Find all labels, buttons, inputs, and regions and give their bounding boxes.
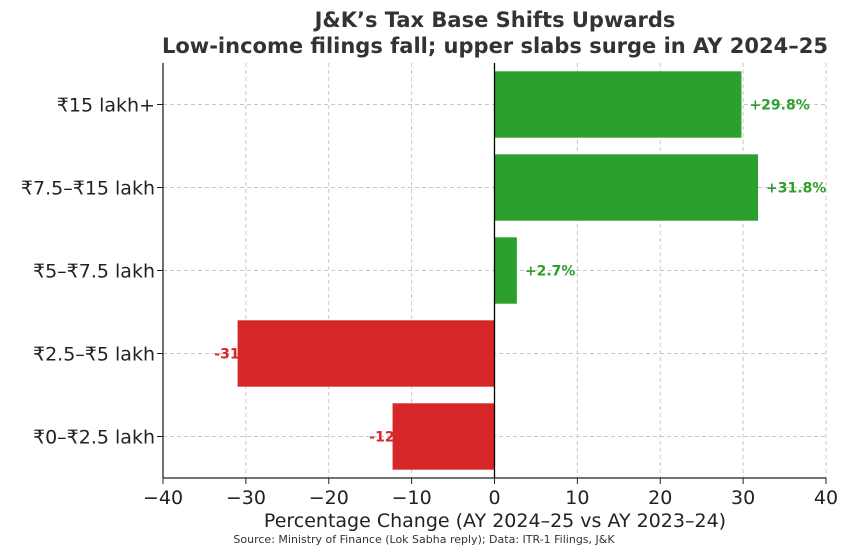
x-tick-label: −40 bbox=[143, 487, 183, 509]
axes: −40 −30 −20 −10 0 10 20 30 40 ₹0–₹2.5 lakh ₹2.5–₹5… bbox=[21, 63, 838, 509]
x-tick-label: 40 bbox=[814, 487, 838, 509]
bar bbox=[392, 403, 495, 470]
bars bbox=[237, 71, 759, 470]
data-labels: -12 -31 +2.7% +31.8% +29.8% bbox=[214, 98, 826, 446]
y-tick-label: ₹15 lakh+ bbox=[57, 95, 155, 117]
data-label: -12 bbox=[369, 430, 394, 446]
data-label: +2.7% bbox=[525, 264, 576, 280]
x-tick-label: −10 bbox=[392, 487, 432, 509]
data-label: -31 bbox=[214, 347, 239, 363]
chart-title: J&K’s Tax Base Shifts Upwards bbox=[314, 8, 676, 32]
y-tick-label: ₹7.5–₹15 lakh bbox=[21, 178, 155, 200]
x-tick-label: 20 bbox=[648, 487, 672, 509]
bar bbox=[494, 71, 742, 138]
y-tick-label: ₹5–₹7.5 lakh bbox=[33, 261, 155, 283]
x-tick-label: −20 bbox=[309, 487, 349, 509]
y-tick-label: ₹0–₹2.5 lakh bbox=[33, 427, 155, 449]
x-tick-label: 10 bbox=[565, 487, 589, 509]
source-note: Source: Ministry of Finance (Lok Sabha r… bbox=[233, 533, 615, 546]
bar bbox=[494, 237, 517, 304]
data-label: +31.8% bbox=[766, 181, 826, 197]
x-tick-label: 30 bbox=[731, 487, 755, 509]
bar bbox=[237, 320, 495, 387]
y-tick-label: ₹2.5–₹5 lakh bbox=[33, 344, 155, 366]
data-label: +29.8% bbox=[749, 98, 809, 114]
chart-subtitle: Low-income filings fall; upper slabs sur… bbox=[162, 34, 828, 58]
x-tick-label: −30 bbox=[226, 487, 266, 509]
x-tick-label: 0 bbox=[488, 487, 500, 509]
bar bbox=[494, 154, 759, 221]
x-axis-label: Percentage Change (AY 2024–25 vs AY 2023… bbox=[264, 510, 726, 532]
